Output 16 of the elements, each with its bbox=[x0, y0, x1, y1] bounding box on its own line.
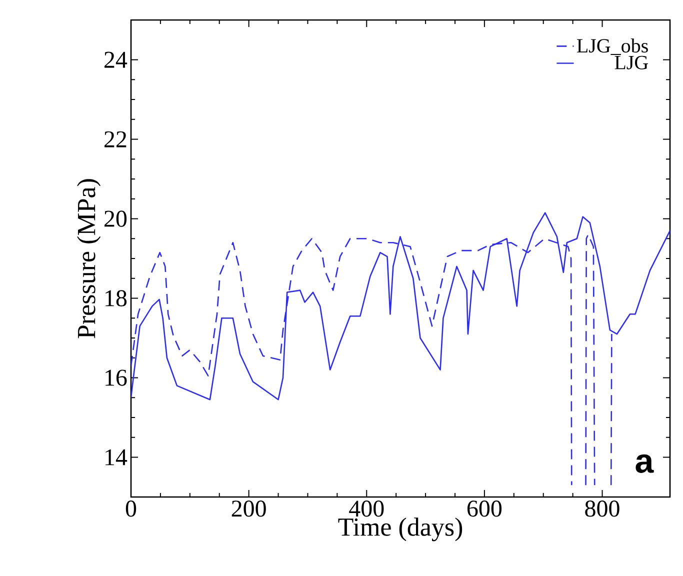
y-tick-label: 14 bbox=[106, 449, 128, 466]
legend-label: LJG_obs bbox=[576, 38, 648, 55]
y-axis-title: Pressure (MPa) bbox=[77, 179, 101, 338]
x-tick-label: 800 bbox=[585, 500, 620, 517]
x-tick-label: 0 bbox=[126, 500, 136, 517]
y-tick-label: 20 bbox=[104, 210, 127, 227]
y-tick-label: 16 bbox=[106, 370, 127, 386]
x-tick-label: 400 bbox=[349, 500, 384, 517]
y-tick-label: 22 bbox=[104, 131, 126, 148]
x-tick-label: 200 bbox=[232, 500, 266, 517]
y-tick-label: 18 bbox=[106, 290, 127, 306]
legend-label: LJG bbox=[614, 56, 648, 70]
annotation: a bbox=[636, 454, 654, 473]
y-tick-label: 24 bbox=[104, 52, 128, 68]
x-tick-label: 600 bbox=[467, 500, 502, 517]
x-axis-title: Time (days) bbox=[338, 518, 462, 542]
